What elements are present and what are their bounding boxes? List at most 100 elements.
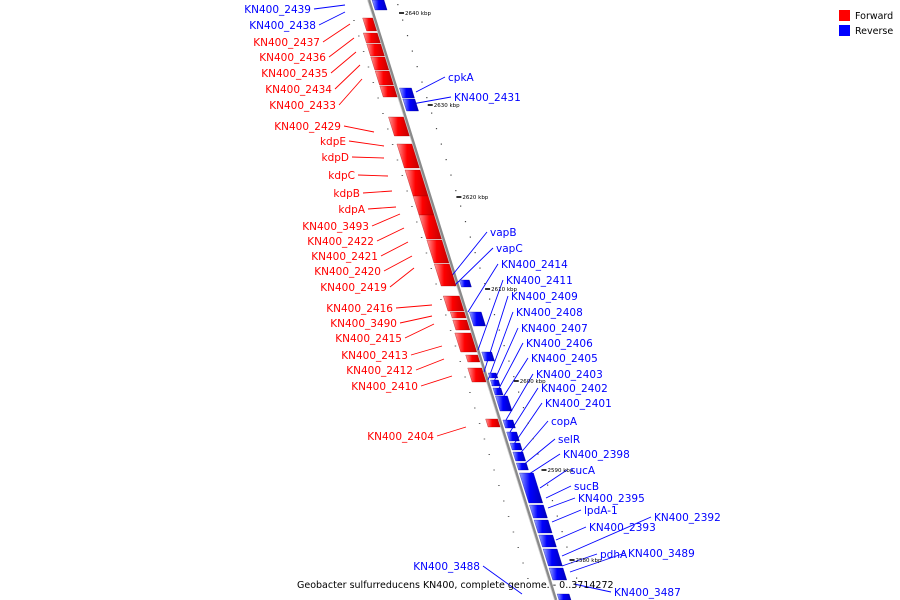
gene-label-kn400-3489: KN400_3489 [628,548,695,560]
minor-tick [518,391,520,393]
minor-tick [402,19,404,21]
reverse-gene-block [542,548,563,567]
gene-label-kn400-2407: KN400_2407 [521,323,588,335]
genome-backbone [367,0,558,600]
label-connector [330,51,357,74]
reverse-gene-block [519,472,543,504]
minor-tick [377,97,379,99]
minor-tick [503,500,505,502]
reverse-gene-block [516,462,529,471]
forward-gene-block [443,295,465,312]
forward-gene-block [370,56,390,71]
minor-tick [464,376,466,378]
minor-tick [532,438,534,440]
label-connector [328,37,355,58]
minor-tick [435,128,438,130]
gene-label-kn400-2413: KN400_2413 [341,350,408,362]
gene-label-kn400-2429: KN400_2429 [274,121,341,133]
label-connector [376,227,405,242]
legend: Forward Reverse [839,10,893,37]
forward-gene-block [388,116,410,137]
reverse-gene-block [529,504,548,519]
minor-tick [362,51,365,52]
gene-label-kn400-2401: KN400_2401 [545,398,612,410]
label-connector [371,213,401,227]
minor-tick [551,500,554,502]
gene-label-kn400-2404: KN400_2404 [367,431,434,443]
gene-label-kn400-2405: KN400_2405 [531,353,598,365]
gene-label-kn400-2415: KN400_2415 [335,333,402,345]
minor-tick [367,66,370,68]
minor-tick [537,453,539,455]
minor-tick [396,159,399,161]
minor-tick [445,159,447,161]
label-connector [545,485,572,499]
gene-label-kn400-3490: KN400_3490 [330,318,397,330]
label-connector [482,565,523,595]
forward-gene-block [396,143,420,169]
minor-tick [576,577,578,579]
minor-tick [527,578,529,579]
forward-gene-block [467,367,487,383]
label-connector [334,64,361,90]
gene-label-kdpd: kdpD [322,152,350,164]
minor-tick [556,515,558,517]
tick-label: 2590 kbp [547,468,573,474]
gene-label-kn400-2431: KN400_2431 [454,92,521,104]
minor-tick [479,267,481,269]
label-connector [505,373,534,421]
reverse-gene-block [469,311,486,327]
reverse-gene-block [402,98,419,112]
forward-gene-block [426,239,450,264]
reverse-gene-block [556,593,572,600]
label-connector [404,323,435,339]
tick-label: 2610 kbp [491,287,517,293]
forward-gene-block [450,311,467,319]
gene-label-copa: copA [551,416,578,428]
label-connector [569,552,626,573]
forward-gene-block [363,32,381,44]
minor-tick [483,438,486,440]
minor-tick [391,144,394,145]
reverse-gene-block [506,431,520,442]
gene-label-vapb: vapB [490,227,517,239]
minor-tick [431,112,433,114]
label-connector [351,156,385,159]
gene-label-kn400-2433: KN400_2433 [269,100,336,112]
gene-label-kn400-2419: KN400_2419 [320,282,387,294]
gene-label-vapc: vapC [496,243,523,255]
gene-label-kn400-2393: KN400_2393 [589,522,656,534]
legend-swatch-reverse [839,25,850,36]
label-connector [525,453,561,477]
minor-tick [507,516,510,517]
forward-gene-block [362,17,377,32]
label-connector [420,375,453,387]
reverse-gene-block [459,279,472,288]
minor-tick [358,35,360,37]
label-connector [499,357,529,403]
label-connector [380,241,409,257]
gene-label-kdpc: kdpC [328,170,355,182]
gene-label-kn400-2420: KN400_2420 [314,266,381,278]
label-connector [415,358,445,371]
forward-gene-block [366,43,385,57]
minor-tick [527,422,529,424]
gene-label-cpka: cpkA [448,72,475,84]
label-connector [411,96,452,105]
legend-label-reverse: Reverse [855,26,893,37]
label-connector [561,553,598,567]
reverse-gene-block [490,379,501,387]
gene-label-kn400-2411: KN400_2411 [506,275,573,287]
gene-label-kn400-3487: KN400_3487 [614,587,681,599]
gene-label-kn400-3493: KN400_3493 [302,221,369,233]
gene-label-kn400-2416: KN400_2416 [326,303,393,315]
minor-tick [353,20,355,21]
minor-tick [440,299,442,300]
minor-tick [571,562,573,564]
tick-label: 2630 kbp [434,103,460,109]
minor-tick [421,81,423,83]
forward-gene-block [374,70,394,86]
gene-label-kn400-2414: KN400_2414 [501,259,568,271]
label-connector [477,279,504,351]
